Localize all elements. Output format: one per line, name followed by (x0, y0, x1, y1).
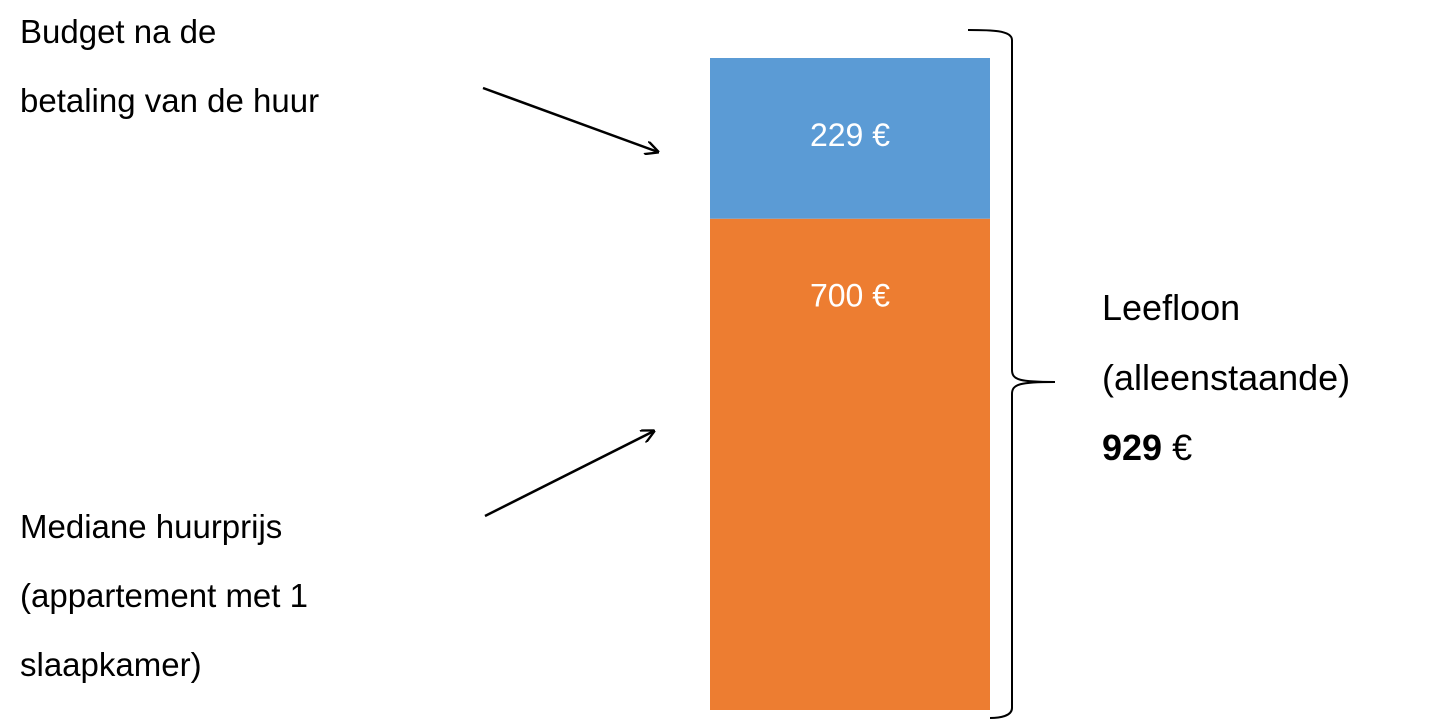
total-annotation: 929 € (1102, 427, 1192, 468)
annotation-line: slaapkamer) (20, 646, 202, 683)
bar-segment (710, 218, 990, 710)
annotation-line: (appartement met 1 (20, 577, 308, 614)
total-annotation-line: Leefloon (1102, 287, 1240, 328)
annotations: Budget na de betaling van de huur Mediane … (20, 13, 319, 683)
arrow (482, 86, 658, 152)
brace (967, 29, 1056, 719)
annotation-line: betaling van de huur (20, 82, 319, 119)
total-annotation-line: (alleenstaande) (1102, 357, 1350, 398)
total-unit: € (1172, 427, 1192, 468)
total-value: 929 (1102, 427, 1162, 468)
bar-label: 229 € (810, 117, 890, 153)
arrow (484, 431, 654, 518)
bar-segment (710, 58, 990, 219)
annotation-line: Budget na de (20, 13, 216, 50)
annotation-line: Mediane huurprijs (20, 508, 282, 545)
bar-label: 700 € (810, 278, 890, 314)
bars: 700 € 229 € (710, 58, 990, 710)
